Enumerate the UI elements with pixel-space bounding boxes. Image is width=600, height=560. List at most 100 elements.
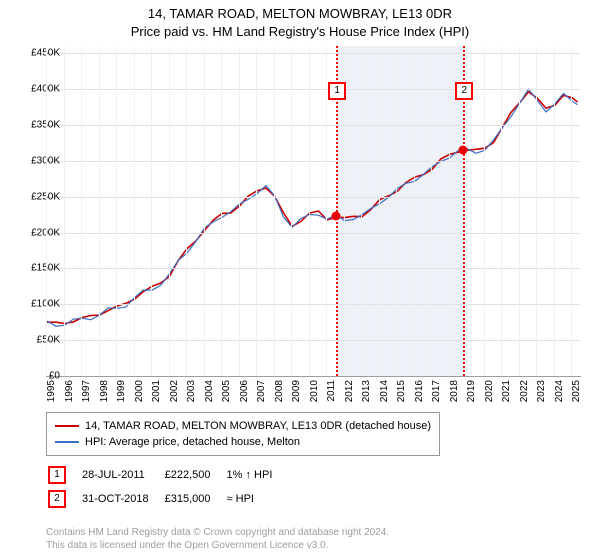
x-gridline xyxy=(186,46,187,376)
x-tick-label: 2006 xyxy=(239,380,250,402)
x-tick-label: 2020 xyxy=(484,380,495,402)
legend-swatch xyxy=(55,441,79,443)
x-gridline xyxy=(519,46,520,376)
chart-container: { "title_line1": "14, TAMAR ROAD, MELTON… xyxy=(0,0,600,560)
y-gridline xyxy=(46,268,580,269)
x-tick-label: 1999 xyxy=(116,380,127,402)
y-tick-label: £250K xyxy=(12,191,60,202)
sale-point xyxy=(332,212,341,221)
x-gridline xyxy=(274,46,275,376)
footer-line1: Contains HM Land Registry data © Crown c… xyxy=(46,527,389,538)
x-tick-label: 2002 xyxy=(169,380,180,402)
x-tick-label: 1997 xyxy=(81,380,92,402)
x-gridline xyxy=(256,46,257,376)
y-gridline xyxy=(46,89,580,90)
sale-marker-box: 2 xyxy=(455,82,473,100)
x-tick-label: 1998 xyxy=(99,380,110,402)
y-gridline xyxy=(46,197,580,198)
y-gridline xyxy=(46,340,580,341)
x-gridline xyxy=(204,46,205,376)
x-tick-label: 1996 xyxy=(64,380,75,402)
x-tick-label: 2000 xyxy=(134,380,145,402)
chart-title-line2: Price paid vs. HM Land Registry's House … xyxy=(0,24,600,39)
legend-row: HPI: Average price, detached house, Melt… xyxy=(55,434,431,450)
x-tick-label: 2012 xyxy=(344,380,355,402)
x-gridline xyxy=(309,46,310,376)
x-tick-label: 2023 xyxy=(536,380,547,402)
x-tick-label: 2021 xyxy=(501,380,512,402)
legend-label: HPI: Average price, detached house, Melt… xyxy=(85,434,300,450)
sale-marker-box: 1 xyxy=(328,82,346,100)
y-tick-label: £450K xyxy=(12,48,60,59)
y-gridline xyxy=(46,161,580,162)
sales-row-date: 28-JUL-2011 xyxy=(82,464,163,486)
x-gridline xyxy=(326,46,327,376)
x-tick-label: 2005 xyxy=(221,380,232,402)
sales-row-delta: ≈ HPI xyxy=(227,488,287,510)
sales-row-date: 31-OCT-2018 xyxy=(82,488,163,510)
sales-row-price: £222,500 xyxy=(165,464,225,486)
legend-label: 14, TAMAR ROAD, MELTON MOWBRAY, LE13 0DR… xyxy=(85,418,431,434)
x-tick-label: 2014 xyxy=(379,380,390,402)
y-gridline xyxy=(46,53,580,54)
y-tick-label: £300K xyxy=(12,155,60,166)
x-tick-label: 2025 xyxy=(571,380,582,402)
x-tick-label: 2004 xyxy=(204,380,215,402)
footer-line2: This data is licensed under the Open Gov… xyxy=(46,540,328,551)
x-gridline xyxy=(116,46,117,376)
x-tick-label: 2016 xyxy=(414,380,425,402)
legend: 14, TAMAR ROAD, MELTON MOWBRAY, LE13 0DR… xyxy=(46,412,440,456)
x-gridline xyxy=(449,46,450,376)
x-tick-label: 2003 xyxy=(186,380,197,402)
x-gridline xyxy=(221,46,222,376)
x-gridline xyxy=(46,46,47,376)
x-tick-label: 2022 xyxy=(519,380,530,402)
sales-row-marker: 1 xyxy=(48,466,66,484)
x-gridline xyxy=(134,46,135,376)
x-tick-label: 2009 xyxy=(291,380,302,402)
legend-swatch xyxy=(55,425,79,427)
x-tick-label: 2019 xyxy=(466,380,477,402)
y-gridline xyxy=(46,233,580,234)
x-tick-label: 2024 xyxy=(554,380,565,402)
x-gridline xyxy=(554,46,555,376)
y-tick-label: £200K xyxy=(12,227,60,238)
x-tick-label: 1995 xyxy=(46,380,57,402)
x-gridline xyxy=(239,46,240,376)
x-gridline xyxy=(379,46,380,376)
sales-row: 231-OCT-2018£315,000≈ HPI xyxy=(48,488,286,510)
x-tick-label: 2018 xyxy=(449,380,460,402)
x-tick-label: 2013 xyxy=(361,380,372,402)
chart-title-line1: 14, TAMAR ROAD, MELTON MOWBRAY, LE13 0DR xyxy=(0,6,600,21)
sales-table: 1 28-JUL-2011£222,5001% ↑ HPI231-OCT-2018… xyxy=(46,462,288,512)
y-tick-label: £100K xyxy=(12,299,60,310)
x-gridline xyxy=(361,46,362,376)
y-gridline xyxy=(46,304,580,305)
y-tick-label: £400K xyxy=(12,84,60,95)
y-tick-label: £50K xyxy=(12,335,60,346)
sales-row-delta: 1% ↑ HPI xyxy=(227,464,287,486)
x-gridline xyxy=(536,46,537,376)
y-tick-label: £350K xyxy=(12,119,60,130)
x-gridline xyxy=(151,46,152,376)
x-gridline xyxy=(64,46,65,376)
sale-point xyxy=(459,146,468,155)
x-gridline xyxy=(571,46,572,376)
x-gridline xyxy=(396,46,397,376)
x-gridline xyxy=(501,46,502,376)
x-gridline xyxy=(81,46,82,376)
series-property xyxy=(47,92,578,324)
x-tick-label: 2010 xyxy=(309,380,320,402)
x-gridline xyxy=(99,46,100,376)
sales-row: 1 28-JUL-2011£222,5001% ↑ HPI xyxy=(48,464,286,486)
x-tick-label: 2001 xyxy=(151,380,162,402)
footer-attribution: Contains HM Land Registry data © Crown c… xyxy=(46,526,389,552)
y-gridline xyxy=(46,125,580,126)
y-tick-label: £150K xyxy=(12,263,60,274)
x-gridline xyxy=(431,46,432,376)
x-tick-label: 2007 xyxy=(256,380,267,402)
legend-row: 14, TAMAR ROAD, MELTON MOWBRAY, LE13 0DR… xyxy=(55,418,431,434)
sales-row-price: £315,000 xyxy=(165,488,225,510)
x-tick-label: 2011 xyxy=(326,380,337,402)
x-gridline xyxy=(169,46,170,376)
